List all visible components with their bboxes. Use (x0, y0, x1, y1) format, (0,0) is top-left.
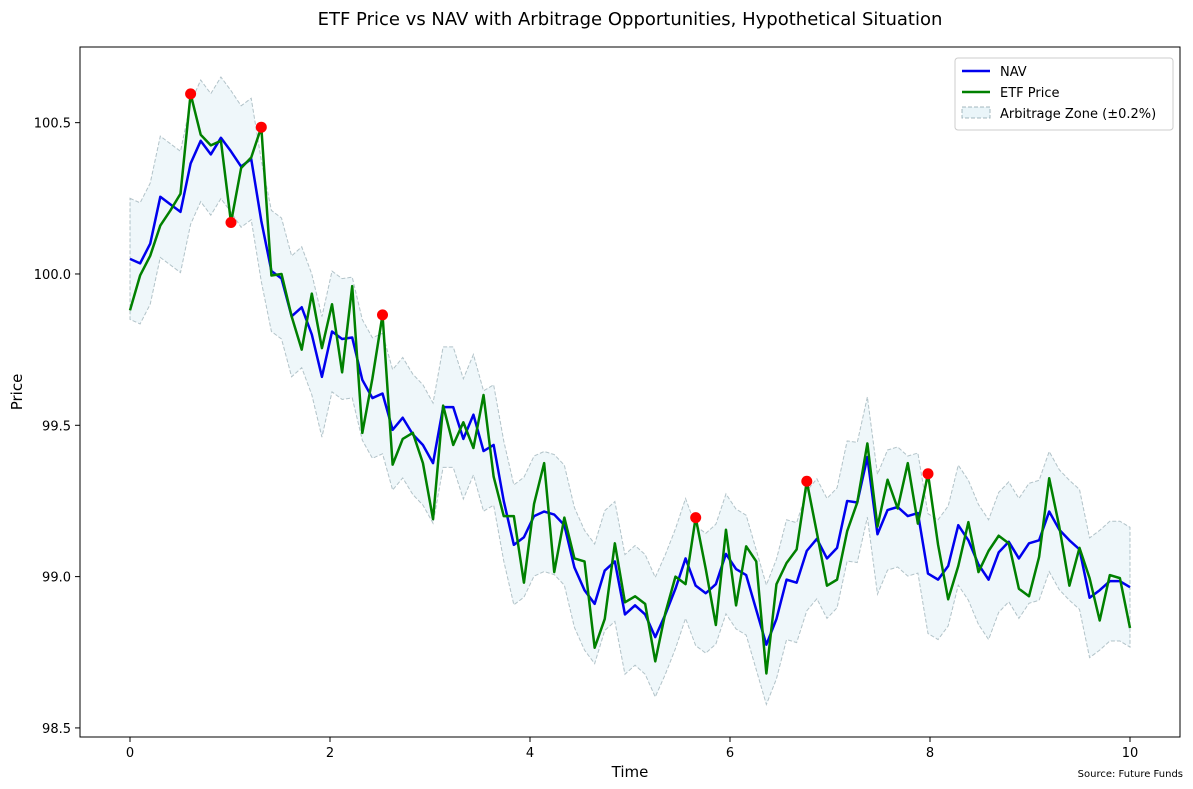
legend: NAV ETF Price Arbitrage Zone (±0.2%) (954, 57, 1174, 131)
etf-price-series-line (128, 92, 1132, 675)
legend-etf-label: ETF Price (1000, 86, 1059, 101)
arbitrage-markers (185, 88, 934, 524)
chart-title: ETF Price vs NAV with Arbitrage Opportun… (318, 9, 943, 30)
y-axis: 98.5 99.0 99.5 100.0 100.5 (34, 117, 80, 737)
arbitrage-marker-6 (922, 468, 934, 480)
arbitrage-zone-band (129, 76, 1131, 707)
plot-area (79, 46, 1181, 738)
arbitrage-marker-2 (255, 121, 267, 133)
plot-frame (79, 46, 1181, 738)
y-tick-label: 99.0 (42, 571, 71, 586)
y-tick-label: 98.5 (42, 722, 71, 737)
legend-band-label: Arbitrage Zone (±0.2%) (1000, 107, 1156, 122)
legend-nav-label: NAV (1000, 65, 1027, 80)
nav-series-line (129, 136, 1131, 646)
y-tick-label: 100.0 (34, 268, 71, 283)
arbitrage-marker-0 (185, 88, 197, 100)
legend-box (954, 57, 1174, 131)
x-tick-label: 0 (126, 746, 134, 761)
source-note: Source: Future Funds (1078, 769, 1183, 780)
x-tick-label: 6 (726, 746, 734, 761)
x-tick-label: 4 (526, 746, 534, 761)
x-tick-label: 2 (326, 746, 334, 761)
x-tick-label: 8 (926, 746, 934, 761)
arbitrage-marker-1 (225, 217, 237, 229)
legend-band-swatch (961, 106, 991, 119)
y-tick-label: 99.5 (42, 419, 71, 434)
y-tick-label: 100.5 (34, 117, 71, 132)
x-axis: 0 2 4 6 8 10 (126, 737, 1138, 761)
x-axis-label: Time (611, 763, 649, 781)
arbitrage-marker-5 (801, 475, 813, 487)
y-axis-label: Price (8, 374, 26, 411)
x-tick-label: 10 (1122, 746, 1139, 761)
arbitrage-marker-3 (377, 309, 388, 321)
arbitrage-marker-4 (690, 512, 702, 524)
